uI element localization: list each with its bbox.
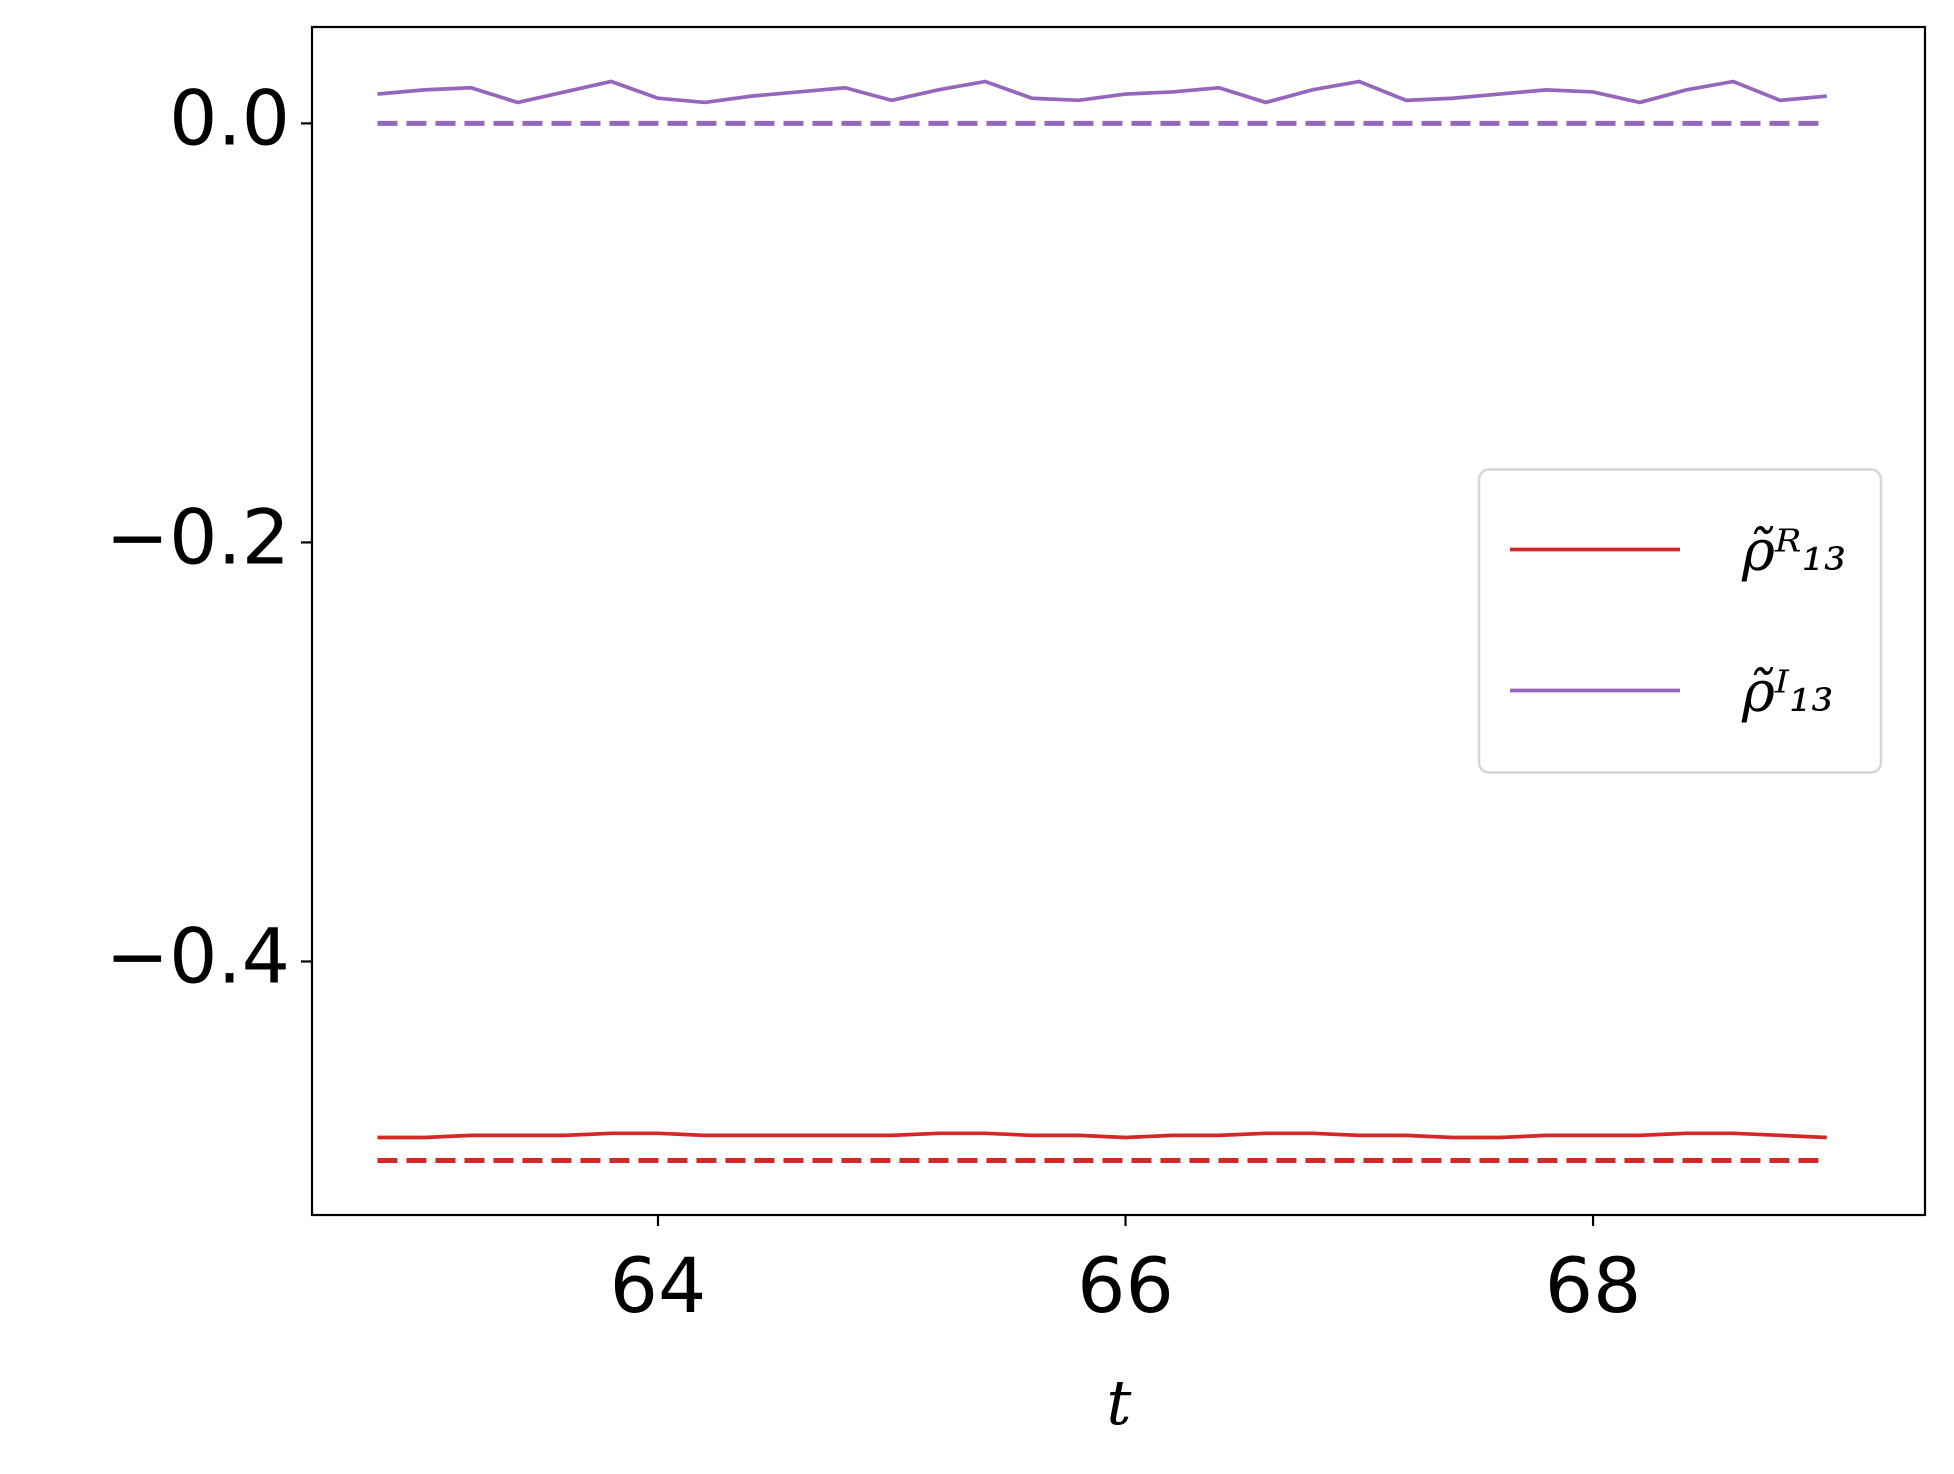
plot-frame bbox=[310, 25, 1927, 1217]
legend-label: ρ̃ᴿ₁₃ bbox=[1741, 519, 1846, 584]
y-tick-label: −0.4 bbox=[105, 911, 290, 1000]
x-tick-label: 66 bbox=[1077, 1241, 1174, 1330]
y-tick-label: −0.2 bbox=[105, 492, 290, 581]
legend-box bbox=[1477, 468, 1883, 774]
y-tick-label: 0.0 bbox=[169, 73, 290, 162]
data-line bbox=[377, 79, 1827, 105]
legend-label: ρ̃ᴵ₁₃ bbox=[1741, 660, 1834, 725]
x-tick-label: 68 bbox=[1545, 1241, 1642, 1330]
data-line bbox=[377, 1131, 1827, 1140]
x-tick-label: 64 bbox=[610, 1241, 707, 1330]
x-axis-label: t bbox=[1107, 1366, 1132, 1439]
